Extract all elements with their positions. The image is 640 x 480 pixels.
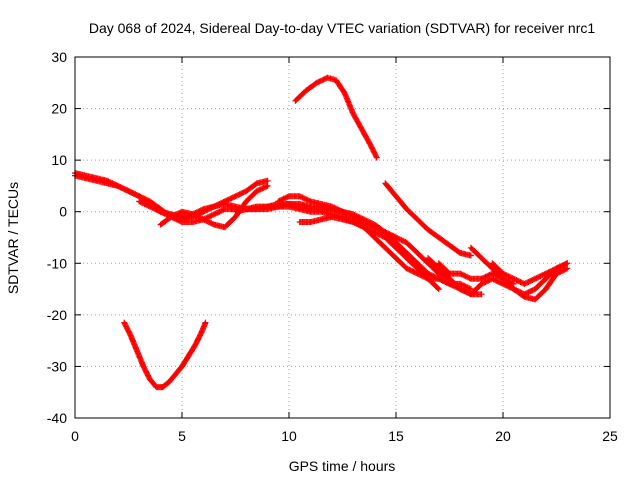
y-tick-label: -20 (47, 307, 67, 323)
grid-lines (75, 57, 610, 418)
y-tick-label: -10 (47, 255, 67, 271)
series-arc-f (275, 193, 464, 293)
plot-frame (74, 56, 611, 419)
series-arc-h (292, 74, 380, 161)
series-arc-b (72, 170, 399, 241)
y-tick-label: 30 (51, 49, 67, 65)
series-markers (72, 170, 399, 241)
series-markers (157, 182, 271, 231)
series-arc-n (121, 319, 209, 391)
y-tick-label: 0 (59, 204, 67, 220)
series-markers (382, 180, 474, 259)
series-markers (292, 74, 380, 161)
x-tick-label: 15 (388, 428, 404, 444)
x-tick-label: 10 (281, 428, 297, 444)
axis-ticks: 0 5 10 15 20 25 -40 -30 -20 -10 0 10 20 30 (47, 49, 618, 444)
x-tick-label: 0 (71, 428, 79, 444)
series-markers (275, 193, 464, 293)
series-arc-d (157, 182, 271, 231)
x-tick-label: 5 (178, 428, 186, 444)
series-markers (489, 260, 571, 287)
y-tick-label: 10 (51, 152, 67, 168)
y-tick-label: -30 (47, 358, 67, 374)
y-tick-label: 20 (51, 101, 67, 117)
x-tick-label: 25 (602, 428, 618, 444)
series-arc-l (489, 260, 571, 287)
x-axis-label: GPS time / hours (289, 458, 396, 474)
y-tick-label: -40 (47, 410, 67, 426)
series-arc-i (382, 180, 474, 259)
data-series (72, 74, 571, 391)
series-markers (121, 319, 209, 391)
series-arc-m (435, 260, 517, 287)
series-markers (435, 260, 517, 287)
chart-title: Day 068 of 2024, Sidereal Day-to-day VTE… (89, 20, 595, 36)
x-tick-label: 20 (495, 428, 511, 444)
y-axis-label: SDTVAR / TECUs (5, 182, 21, 294)
